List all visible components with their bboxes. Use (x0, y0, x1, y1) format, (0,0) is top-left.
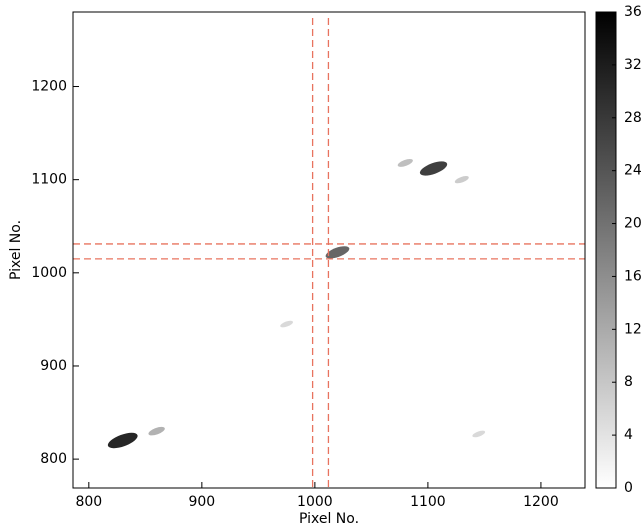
colorbar-tick-label: 4 (624, 427, 633, 443)
intensity-spot (148, 426, 165, 436)
colorbar-tick-label: 36 (624, 4, 642, 20)
colorbar-tick-label: 20 (624, 216, 642, 232)
intensity-spot (280, 320, 293, 328)
colorbar-tick-label: 24 (624, 163, 642, 179)
colorbar (595, 11, 617, 489)
colorbar-tick-label: 12 (624, 321, 642, 337)
y-axis-label: Pixel No. (8, 220, 24, 280)
colorbar-tick-label: 8 (624, 374, 633, 390)
x-tick-label: 1200 (523, 494, 559, 510)
y-tick-label: 800 (40, 451, 67, 467)
intensity-spot (454, 176, 469, 184)
x-tick-label: 1100 (410, 494, 446, 510)
x-tick-label: 900 (188, 494, 215, 510)
x-tick-label: 1000 (297, 494, 333, 510)
intensity-spot (107, 432, 138, 449)
x-axis-label: Pixel No. (299, 511, 359, 527)
colorbar-tick-label: 32 (624, 57, 642, 73)
x-tick-label: 800 (75, 494, 102, 510)
y-tick-label: 1200 (31, 79, 67, 95)
colorbar-tick-label: 16 (624, 268, 642, 284)
plot-frame (72, 11, 586, 489)
intensity-spot (397, 158, 413, 167)
colorbar-tick-label: 28 (624, 110, 642, 126)
y-tick-label: 1100 (31, 172, 67, 188)
intensity-spot (419, 161, 448, 176)
y-tick-label: 900 (40, 358, 67, 374)
y-tick-label: 1000 (31, 265, 67, 281)
intensity-spot (325, 246, 350, 259)
colorbar-tick-label: 0 (624, 480, 633, 496)
intensity-spot (472, 430, 486, 438)
